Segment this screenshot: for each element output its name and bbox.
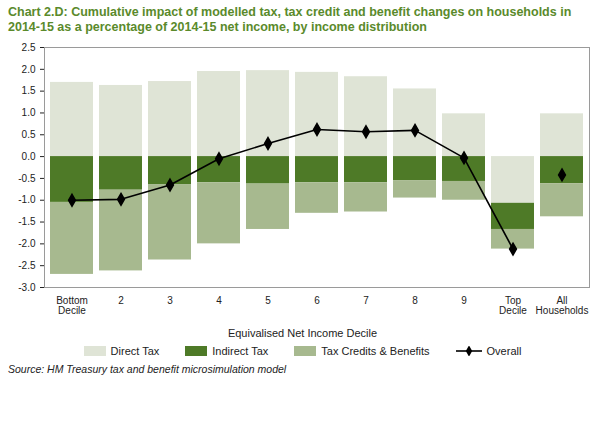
svg-text:2.0: 2.0 xyxy=(22,64,36,75)
svg-text:3: 3 xyxy=(167,295,173,306)
svg-text:8: 8 xyxy=(412,295,418,306)
svg-text:6: 6 xyxy=(314,295,320,306)
svg-text:2: 2 xyxy=(118,295,124,306)
svg-text:AllHouseholds: AllHouseholds xyxy=(536,295,589,316)
svg-text:BottomDecile: BottomDecile xyxy=(56,295,88,316)
svg-text:7: 7 xyxy=(363,295,369,306)
svg-text:4: 4 xyxy=(216,295,222,306)
svg-text:-2.0: -2.0 xyxy=(18,238,36,249)
html-text:Chart 2.D: Cumulative impact o: Chart 2.D: Cumulative impact of modelled… xyxy=(8,5,572,34)
svg-text:1.0: 1.0 xyxy=(22,107,36,118)
svg-text:TopDecile: TopDecile xyxy=(499,295,527,316)
html-text:Direct Tax: Direct Tax xyxy=(110,345,160,357)
svg-text:-1.5: -1.5 xyxy=(18,216,36,227)
svg-text:5: 5 xyxy=(265,295,271,306)
html-text:Tax Credits & Benefits: Tax Credits & Benefits xyxy=(321,345,430,357)
html-text:Source: HM Treasury tax and be: Source: HM Treasury tax and benefit micr… xyxy=(8,363,287,375)
svg-text:0.0: 0.0 xyxy=(22,151,36,162)
svg-text:-0.5: -0.5 xyxy=(18,173,36,184)
html-text:Overall: Overall xyxy=(486,345,522,357)
svg-text:-1.0: -1.0 xyxy=(18,194,36,205)
svg-text:-2.5: -2.5 xyxy=(18,260,36,271)
html-text:Equivalised Net Income Decile: Equivalised Net Income Decile xyxy=(227,327,378,339)
svg-text:-3.0: -3.0 xyxy=(18,282,36,293)
svg-text:0.5: 0.5 xyxy=(22,129,36,140)
html-text:Indirect Tax: Indirect Tax xyxy=(212,345,269,357)
svg-text:2.5: 2.5 xyxy=(22,42,36,53)
svg-text:9: 9 xyxy=(461,295,467,306)
svg-text:1.5: 1.5 xyxy=(22,85,36,96)
